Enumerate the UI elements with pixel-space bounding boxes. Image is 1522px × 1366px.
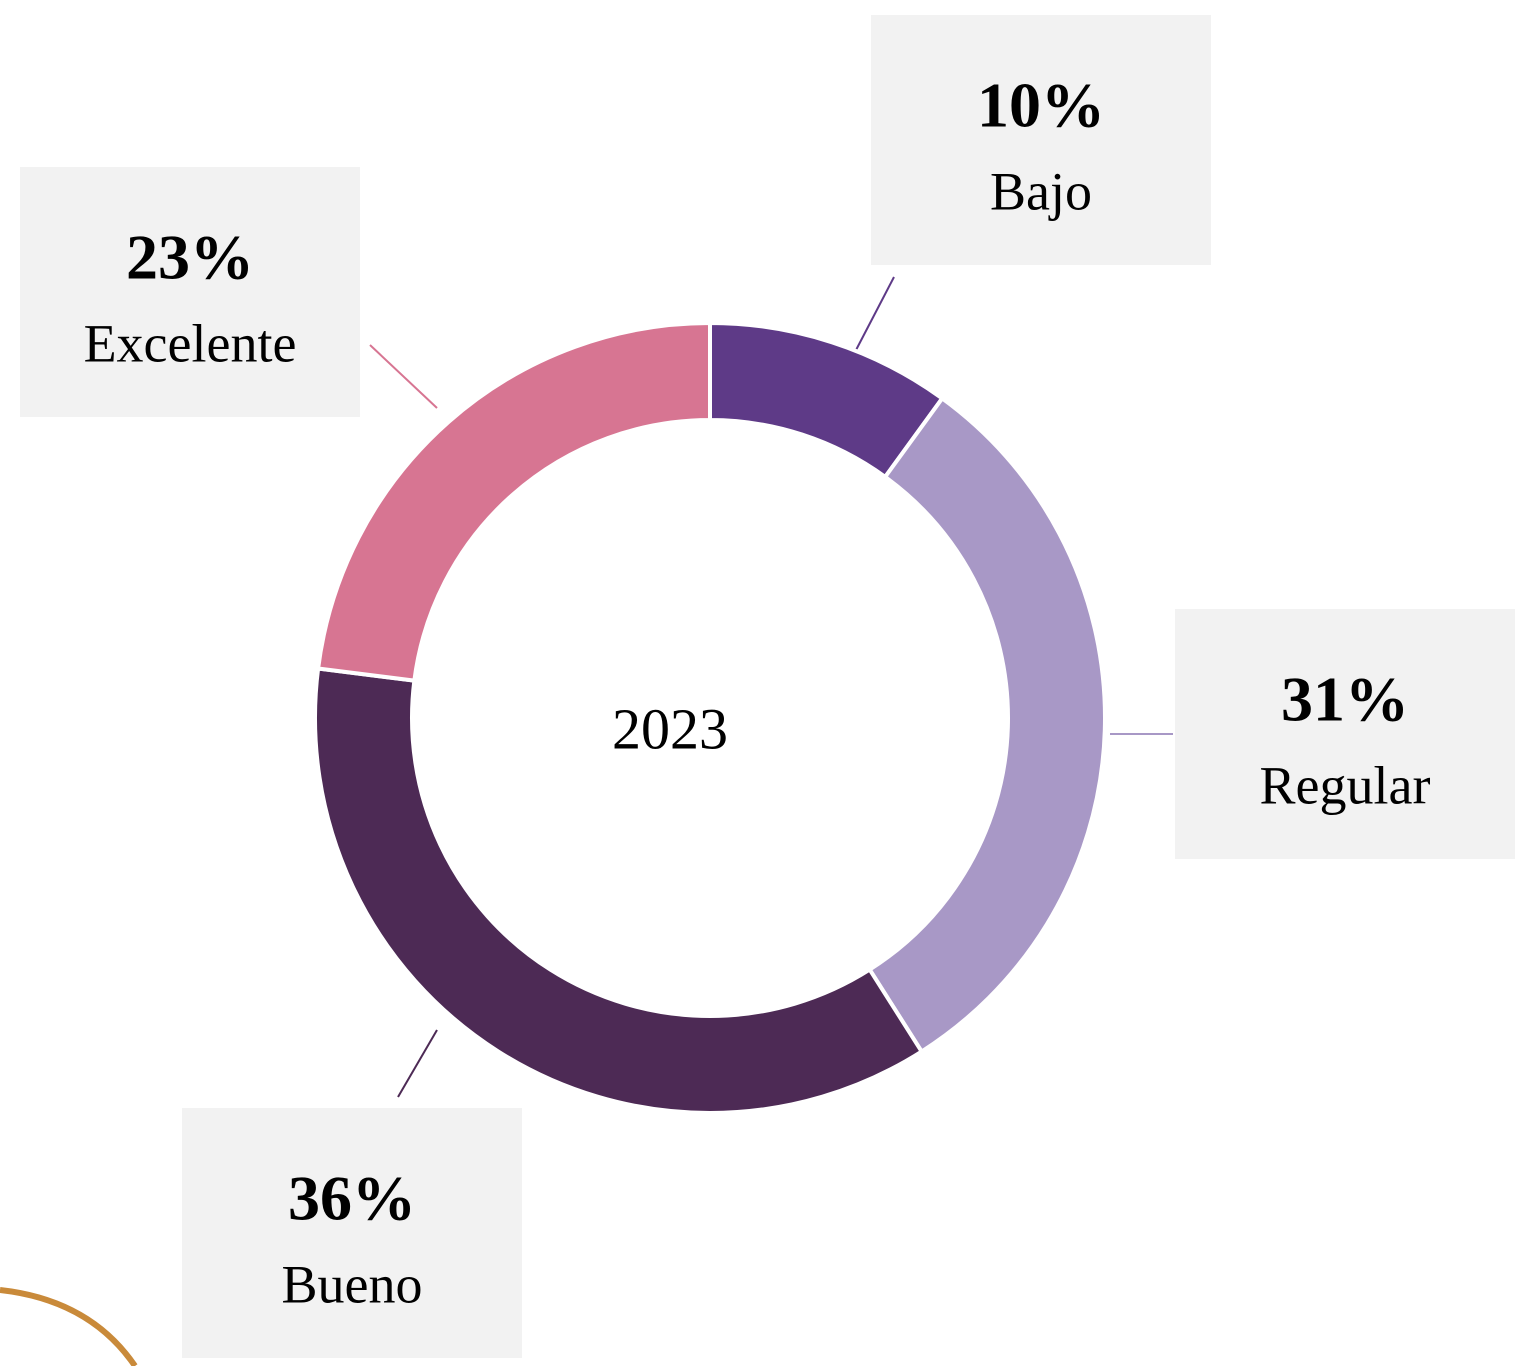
value-label: 23% xyxy=(126,222,254,293)
center-label: 2023 xyxy=(612,696,728,761)
category-label: Bueno xyxy=(282,1254,423,1314)
category-label: Bajo xyxy=(990,161,1092,221)
category-label: Regular xyxy=(1260,755,1431,815)
value-label: 36% xyxy=(288,1163,416,1234)
value-label: 10% xyxy=(977,70,1105,141)
chart: 10% Bajo 31% Regular 36% Bueno 23% Excelente 20… xyxy=(0,0,1522,1366)
category-label: Excelente xyxy=(84,313,297,373)
value-label: 31% xyxy=(1281,664,1409,735)
